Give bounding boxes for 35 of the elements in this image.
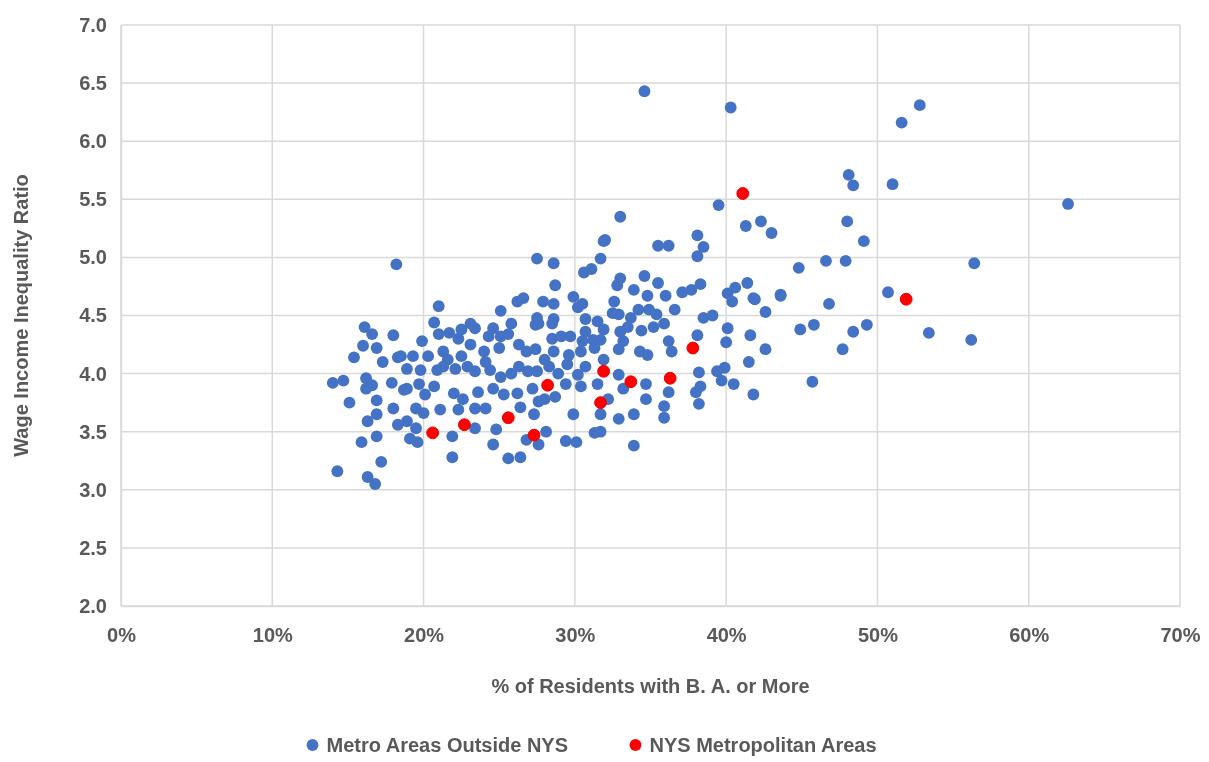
point (594, 396, 607, 410)
y-tick-label: 6.0 (79, 130, 107, 153)
x-tick-label: 70% (1160, 624, 1201, 647)
y-tick-label: 6.5 (79, 72, 107, 94)
y-tick-label: 5.5 (79, 188, 107, 211)
y-tick-label: 2.0 (79, 594, 107, 617)
x-tick-label: 20% (404, 624, 445, 647)
y-tick-label: 7.0 (79, 13, 107, 36)
x-tick-label: 40% (706, 624, 747, 647)
y-tick-label: 2.5 (79, 536, 107, 559)
x-tick-label: 10% (252, 624, 294, 647)
y-tick-label: 3.5 (79, 420, 107, 443)
point (501, 411, 515, 425)
y-tick-label: 4.5 (79, 304, 107, 327)
x-tick-label: 0% (107, 624, 137, 647)
point (736, 187, 750, 200)
x-tick-label: 30% (555, 624, 596, 647)
y-tick-label: 3.0 (79, 478, 107, 501)
x-tick-label: 50% (857, 624, 899, 647)
legend-label: Metro Areas Outside NYS (326, 734, 569, 756)
point (686, 341, 700, 355)
point (458, 418, 471, 432)
point (663, 371, 677, 385)
legend-label: NYS Metropolitan Areas (649, 734, 877, 756)
point (527, 428, 541, 442)
y-axis-title: Wage Income Inequality Ratio (10, 174, 32, 457)
y-tick-label: 5.0 (79, 246, 107, 269)
point (426, 426, 440, 440)
point (597, 364, 611, 378)
x-tick-label: 60% (1009, 624, 1050, 647)
point (624, 375, 638, 389)
y-tick-label: 4.0 (79, 362, 107, 385)
point (541, 378, 555, 392)
point (899, 292, 913, 306)
x-axis-title: % of Residents with B. A. or More (491, 675, 810, 697)
